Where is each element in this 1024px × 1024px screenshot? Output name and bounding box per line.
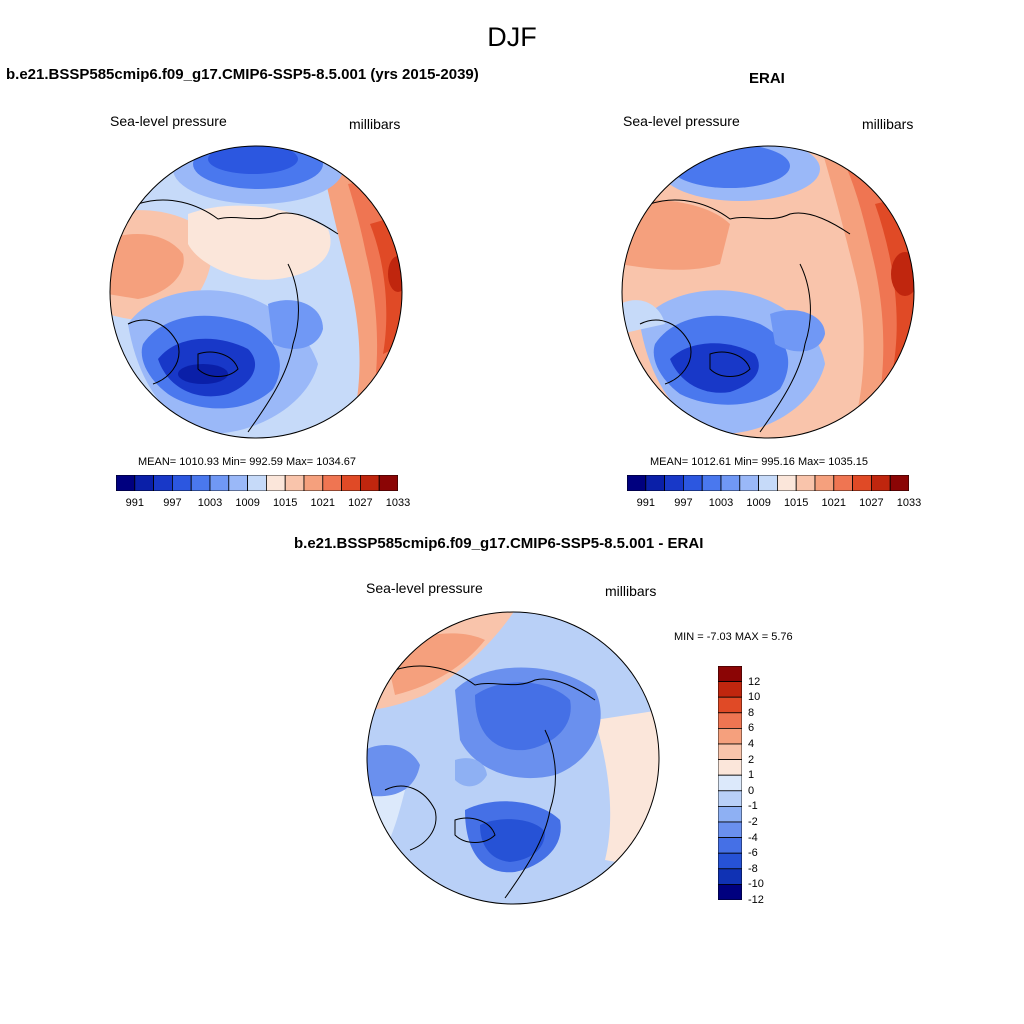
panel2-colorbar-ticks: 991 997 1003 1009 1015 1021 1027 1033: [627, 497, 922, 511]
colorbar-swatch: [284, 475, 305, 491]
panel3-right-label: millibars: [605, 583, 657, 599]
colorbar-tick-label: 1003: [708, 497, 734, 509]
colorbar-tick-label: 997: [674, 497, 693, 509]
colorbar-swatch: [134, 475, 154, 491]
colorbar-swatch: [645, 475, 665, 491]
panel1-map: [109, 145, 403, 439]
colorbar-swatch: [814, 475, 835, 491]
colorbar-swatch: [627, 475, 647, 491]
colorbar-tick-label: 0: [748, 784, 755, 797]
colorbar-tick-label: -10: [748, 878, 764, 891]
colorbar-swatch: [190, 475, 211, 491]
panel3-colorbar: [718, 666, 742, 900]
panel1-colorbar: [116, 475, 398, 491]
panel3-stats: MIN = -7.03 MAX = 5.76: [674, 631, 793, 643]
panel1-right-label: millibars: [349, 116, 401, 132]
colorbar-tick-label: 1027: [348, 497, 373, 509]
colorbar-tick-label: 4: [748, 738, 755, 750]
panel3-map: [366, 611, 660, 905]
colorbar-tick-label: 8: [748, 706, 755, 719]
colorbar-swatch: [359, 475, 380, 491]
colorbar-swatch: [833, 475, 854, 491]
panel3-left-label: Sea-level pressure: [366, 580, 483, 596]
colorbar-swatch: [776, 475, 797, 491]
panel2-stats: MEAN= 1012.61 Min= 995.16 Max= 1035.15: [650, 456, 869, 468]
colorbar-tick-label: 1033: [385, 497, 411, 509]
colorbar-swatch: [852, 475, 872, 491]
colorbar-tick-label: 1003: [197, 497, 223, 509]
colorbar-swatch: [341, 475, 361, 491]
colorbar-swatch: [701, 475, 722, 491]
panel2-right-label: millibars: [862, 116, 914, 132]
colorbar-swatch: [265, 475, 286, 491]
panel2-left-label: Sea-level pressure: [623, 113, 740, 129]
colorbar-swatch: [758, 475, 778, 491]
colorbar-tick-label: 1015: [272, 497, 298, 509]
colorbar-swatch: [739, 475, 760, 491]
colorbar-tick-label: -12: [748, 894, 764, 906]
colorbar-swatch: [889, 475, 909, 491]
colorbar-tick-label: 997: [163, 497, 182, 509]
colorbar-tick-label: 1033: [896, 497, 922, 509]
colorbar-tick-label: 991: [125, 497, 144, 509]
panel2-title: ERAI: [749, 70, 785, 87]
colorbar-tick-label: -6: [748, 847, 758, 860]
colorbar-tick-label: 2: [748, 753, 755, 766]
colorbar-swatch: [322, 475, 343, 491]
colorbar-swatch: [209, 475, 230, 491]
colorbar-swatch: [664, 475, 684, 491]
colorbar-tick-label: 991: [636, 497, 655, 509]
main-title: DJF: [487, 22, 537, 52]
colorbar-tick-label: 12: [748, 675, 761, 688]
panel3-colorbar-ticks: 12 10 8 6 4 2 1 0 -1 -2 -4 -6 -8 -10 -12: [718, 666, 788, 906]
colorbar-tick-label: 10: [748, 691, 761, 704]
colorbar-swatch: [303, 475, 324, 491]
colorbar-swatch: [116, 475, 136, 491]
colorbar-tick-label: -2: [748, 816, 758, 828]
panel2-map: [621, 145, 915, 439]
colorbar-tick-label: 1: [748, 769, 755, 782]
colorbar-tick-label: 1015: [783, 497, 809, 509]
panel3-title: b.e21.BSSP585cmip6.f09_g17.CMIP6-SSP5-8.…: [294, 535, 704, 552]
colorbar-tick-label: 1021: [310, 497, 336, 509]
colorbar-tick-label: 6: [748, 722, 755, 735]
colorbar-swatch: [172, 475, 192, 491]
colorbar-swatch: [795, 475, 816, 491]
panel1-title: b.e21.BSSP585cmip6.f09_g17.CMIP6-SSP5-8.…: [6, 66, 479, 83]
colorbar-swatch: [870, 475, 891, 491]
colorbar-swatch: [378, 475, 398, 491]
panel1-colorbar-ticks: 991 997 1003 1009 1015 1021 1027 1033: [116, 497, 411, 511]
panel1-stats: MEAN= 1010.93 Min= 992.59 Max= 1034.67: [138, 456, 357, 468]
colorbar-tick-label: 1009: [746, 497, 771, 509]
colorbar-swatch: [228, 475, 249, 491]
colorbar-tick-label: -4: [748, 831, 758, 844]
colorbar-swatch: [153, 475, 173, 491]
colorbar-tick-label: 1027: [859, 497, 884, 509]
panel1-left-label: Sea-level pressure: [110, 113, 227, 129]
colorbar-tick-label: 1009: [235, 497, 260, 509]
colorbar-swatch: [683, 475, 703, 491]
colorbar-swatch: [720, 475, 741, 491]
panel2-colorbar: [627, 475, 909, 491]
colorbar-tick-label: 1021: [821, 497, 847, 509]
colorbar-swatch: [247, 475, 267, 491]
colorbar-tick-label: -8: [748, 862, 758, 875]
colorbar-tick-label: -1: [748, 800, 758, 813]
